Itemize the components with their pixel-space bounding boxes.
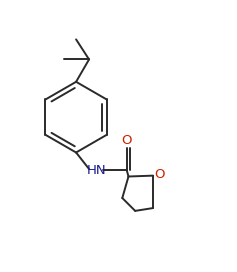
Text: O: O bbox=[122, 134, 132, 147]
Text: O: O bbox=[155, 168, 165, 181]
Text: HN: HN bbox=[86, 164, 106, 177]
